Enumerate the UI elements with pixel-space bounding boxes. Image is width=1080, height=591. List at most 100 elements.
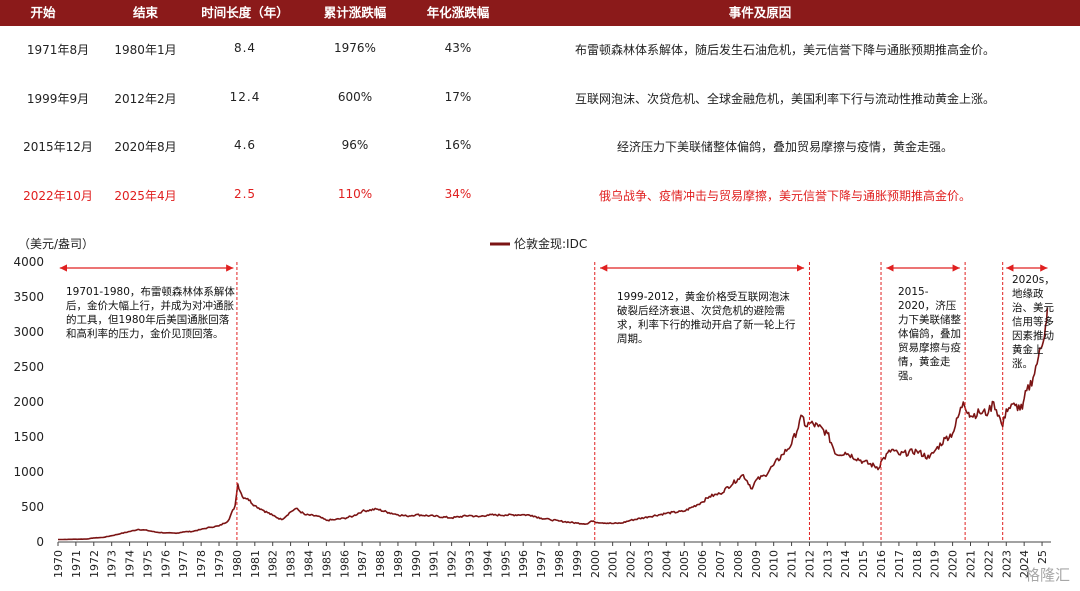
table-header: 开始 结束 时间长度（年） 累计涨跌幅 年化涨跌幅 事件及原因 xyxy=(0,0,1080,26)
y-tick-label: 1500 xyxy=(13,430,44,444)
cell-start: 2015年12月 xyxy=(23,140,93,154)
x-tick-label: 1998 xyxy=(553,550,566,578)
cell-reason: 经济压力下美联储整体偏鸽，叠加贸易摩擦与疫情，黄金走强。 xyxy=(616,140,953,154)
header-start: 开始 xyxy=(30,5,56,20)
cell-start: 1999年9月 xyxy=(26,92,90,106)
cell-start: 1971年8月 xyxy=(26,43,90,57)
y-tick-label: 500 xyxy=(21,500,44,514)
x-tick-label: 1978 xyxy=(195,550,208,578)
x-tick-label: 2019 xyxy=(929,550,942,578)
x-tick-label: 1976 xyxy=(159,550,172,578)
x-tick-label: 2022 xyxy=(982,550,995,578)
x-tick-label: 2001 xyxy=(607,550,620,578)
x-tick-label: 2002 xyxy=(625,550,638,578)
x-tick-label: 2007 xyxy=(714,550,727,578)
y-tick-label: 2500 xyxy=(13,360,44,374)
y-tick-label: 3500 xyxy=(13,290,44,304)
x-tick-label: 1995 xyxy=(499,550,512,578)
x-tick-label: 1990 xyxy=(410,550,423,578)
y-tick-label: 0 xyxy=(36,535,44,549)
x-tick-label: 2017 xyxy=(893,550,906,578)
cell-reason: 俄乌战争、疫情冲击与贸易摩擦，美元信誉下降与通胀预期推高金价。 xyxy=(598,189,971,203)
header-cum: 累计涨跌幅 xyxy=(323,5,387,20)
x-tick-label: 1975 xyxy=(141,550,154,578)
x-tick-label: 1996 xyxy=(517,550,530,578)
header-reason: 事件及原因 xyxy=(728,5,792,20)
cell-cum: 1976% xyxy=(334,41,376,55)
annotation-2015-2020: 2015-2020，济压力下美联储整体偏鸽，叠加贸易摩擦与疫情，黄金走强。 xyxy=(898,286,961,382)
cell-cum: 96% xyxy=(341,138,369,152)
x-tick-label: 2015 xyxy=(857,550,870,578)
annotation-2020s: 2020s，地缘政治、美元信用等多因素推动黄金上涨。 xyxy=(1012,274,1055,370)
x-tick-label: 2011 xyxy=(786,550,799,578)
header-end: 结束 xyxy=(132,5,158,20)
y-tick-label: 3000 xyxy=(13,325,44,339)
x-tick-label: 1981 xyxy=(249,550,262,578)
annotation-1971-1980: 19701-1980，布雷顿森林体系解体后，金价大幅上行，并成为对冲通胀的工具，… xyxy=(66,286,235,340)
x-tick-label: 1979 xyxy=(213,550,226,578)
watermark-logo: 格隆汇 xyxy=(1025,566,1070,584)
x-tick-label: 1989 xyxy=(392,550,405,578)
x-tick-label: 1994 xyxy=(481,550,494,578)
x-tick-label: 1993 xyxy=(464,550,477,578)
x-tick-label: 2016 xyxy=(875,550,888,578)
y-tick-label: 2000 xyxy=(13,395,44,409)
cell-end: 2020年8月 xyxy=(114,140,177,154)
cell-reason: 布雷顿森林体系解体，随后发生石油危机，美元信誉下降与通胀预期推高金价。 xyxy=(574,43,995,57)
x-tick-label: 1986 xyxy=(338,550,351,578)
x-tick-label: 2010 xyxy=(768,550,781,578)
cell-start: 2022年10月 xyxy=(23,189,93,203)
x-tick-label: 1970 xyxy=(52,550,65,578)
x-tick-label: 2009 xyxy=(750,550,763,578)
y-tick-label: 4000 xyxy=(13,255,44,269)
cell-reason: 互联网泡沫、次贷危机、全球金融危机，美国利率下行与流动性推动黄金上涨。 xyxy=(574,92,995,106)
cell-cum: 110% xyxy=(337,187,373,201)
x-tick-label: 2000 xyxy=(589,550,602,578)
x-tick-label: 2021 xyxy=(964,550,977,578)
x-tick-label: 2013 xyxy=(821,550,834,578)
cell-cum: 600% xyxy=(337,90,373,104)
x-tick-label: 2005 xyxy=(678,550,691,578)
x-tick-label: 1987 xyxy=(356,550,369,578)
cell-years: 12.4 xyxy=(229,90,261,104)
cell-end: 1980年1月 xyxy=(114,43,177,57)
x-tick-label: 1984 xyxy=(302,550,315,578)
x-tick-label: 2024 xyxy=(1018,550,1031,578)
header-years: 时间长度（年） xyxy=(201,5,289,20)
y-axis-label: （美元/盎司） xyxy=(18,237,94,251)
cell-end: 2012年2月 xyxy=(114,92,177,106)
annotation-1999-2012: 1999-2012，黄金价格受互联网泡沫破裂后经济衰退、次贷危机的避险需求，利率… xyxy=(617,291,796,345)
x-tick-label: 2004 xyxy=(660,550,673,578)
x-tick-label: 2012 xyxy=(803,550,816,578)
y-tick-label: 1000 xyxy=(13,465,44,479)
x-tick-label: 1982 xyxy=(267,550,280,578)
x-tick-label: 1971 xyxy=(70,550,83,578)
x-tick-label: 2018 xyxy=(911,550,924,578)
cell-ann: 34% xyxy=(444,187,472,201)
x-tick-label: 1974 xyxy=(124,550,137,578)
x-tick-label: 2014 xyxy=(839,550,852,578)
cell-end: 2025年4月 xyxy=(114,189,177,203)
x-tick-label: 1983 xyxy=(285,550,298,578)
x-tick-label: 1988 xyxy=(374,550,387,578)
cell-ann: 43% xyxy=(444,41,472,55)
x-tick-label: 1985 xyxy=(320,550,333,578)
x-tick-label: 1973 xyxy=(106,550,119,578)
x-tick-label: 2006 xyxy=(696,550,709,578)
x-tick-label: 1991 xyxy=(428,550,441,578)
x-tick-label: 1992 xyxy=(446,550,459,578)
x-tick-label: 2008 xyxy=(732,550,745,578)
legend-label: 伦敦金现:IDC xyxy=(514,236,587,251)
cell-ann: 17% xyxy=(444,90,472,104)
x-tick-label: 1977 xyxy=(177,550,190,578)
x-tick-label: 1980 xyxy=(231,550,244,578)
x-tick-label: 25 xyxy=(1036,550,1049,564)
cell-years: 8.4 xyxy=(233,41,257,55)
x-tick-label: 1972 xyxy=(88,550,101,578)
cell-ann: 16% xyxy=(444,138,472,152)
header-ann: 年化涨跌幅 xyxy=(426,5,490,20)
x-tick-label: 1999 xyxy=(571,550,584,578)
series-line-gold xyxy=(58,307,1049,541)
x-tick-label: 1997 xyxy=(535,550,548,578)
